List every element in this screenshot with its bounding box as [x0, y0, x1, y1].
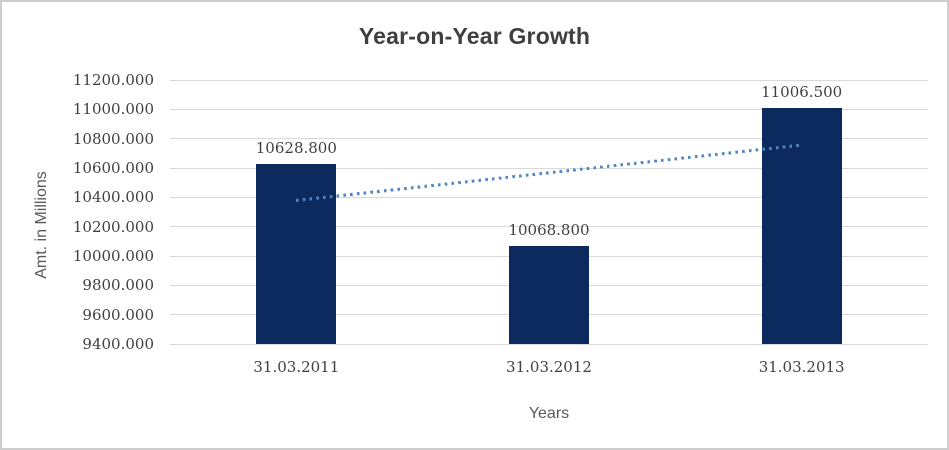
y-gridline [170, 196, 928, 198]
y-axis-tick-label: 10200.000 [72, 217, 154, 236]
data-bar [256, 163, 337, 344]
y-gridline [170, 343, 928, 345]
chart-title: Year-on-Year Growth [358, 23, 591, 49]
data-label: 11006.500 [761, 83, 843, 102]
y-axis-tick-label: 11000.000 [72, 100, 154, 119]
y-gridline [170, 79, 928, 81]
y-gridline [170, 167, 928, 169]
y-axis-tick-label: 9400.000 [82, 335, 154, 353]
y-gridline [170, 226, 928, 228]
y-axis-tick-label: 10000.000 [72, 247, 154, 265]
y-axis-tick-label: 10400.000 [72, 188, 154, 207]
y-gridline [170, 138, 928, 140]
y-axis-tick-label: 9600.000 [82, 305, 154, 324]
x-axis-title: Years [528, 405, 570, 422]
y-axis-tick-label: 10800.000 [72, 129, 154, 148]
data-label: 10068.800 [508, 220, 590, 239]
y-gridline [170, 108, 928, 110]
data-bar [761, 108, 842, 344]
x-axis-category-label: 31.03.2013 [758, 358, 845, 376]
x-axis-category-label: 31.03.2012 [506, 358, 592, 376]
data-label: 10628.800 [255, 138, 337, 157]
y-axis-tick-label: 11200.000 [72, 71, 154, 89]
y-axis-tick-label: 9800.000 [82, 276, 154, 295]
data-bar [509, 245, 589, 344]
x-axis-category-label: 31.03.2011 [253, 358, 340, 376]
y-axis-tick-label: 10600.000 [72, 159, 154, 177]
